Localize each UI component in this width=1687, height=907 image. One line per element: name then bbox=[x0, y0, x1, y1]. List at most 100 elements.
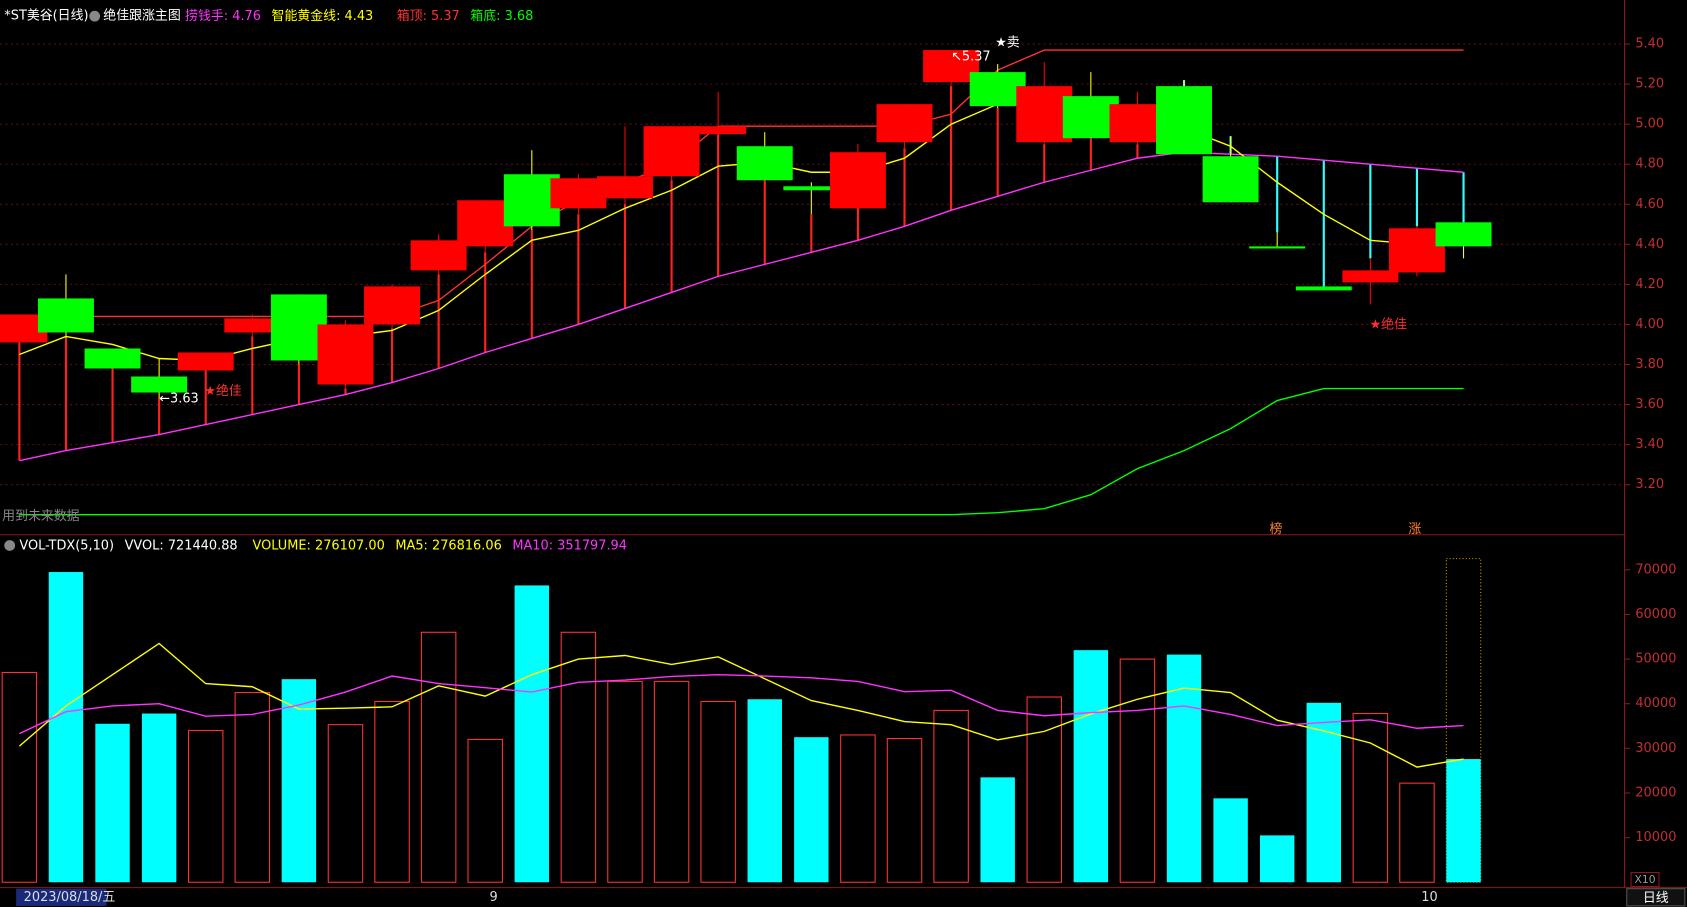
volume-bar bbox=[1119, 658, 1156, 883]
volume-bar bbox=[281, 679, 317, 883]
header-item: VOLUME: 276107.00 bbox=[253, 538, 385, 553]
indicator-line bbox=[19, 387, 1464, 516]
volume-title: VOL-TDX(5,10) bbox=[19, 538, 114, 553]
candle-body bbox=[876, 104, 933, 143]
x-tick-label: 9 bbox=[490, 890, 498, 905]
y-tick-label: 10000 bbox=[1635, 830, 1676, 845]
annotation: 涨 bbox=[1408, 522, 1421, 537]
annotation: ★绝佳 bbox=[1370, 316, 1407, 332]
volume-bar bbox=[234, 692, 271, 883]
y-tick-label: 4.00 bbox=[1635, 317, 1664, 332]
candle-body bbox=[224, 318, 281, 333]
x-tick-label: 2023/08/18/五 bbox=[24, 890, 116, 905]
candle-body bbox=[643, 126, 700, 177]
header-item: 箱顶: 5.37 bbox=[397, 8, 460, 24]
price-header: 捞钱手: 4.76 智能黄金线: 4.43 箱顶: 5.37 箱底: 3.68 bbox=[185, 8, 533, 24]
volume-bar bbox=[1446, 759, 1481, 883]
volume-bar bbox=[980, 777, 1015, 883]
scale-box bbox=[1630, 872, 1660, 888]
y-tick-label: 70000 bbox=[1635, 562, 1676, 577]
candle-body bbox=[177, 352, 234, 371]
volume-bar bbox=[886, 737, 923, 883]
volume-bar bbox=[1073, 650, 1109, 883]
candle-body bbox=[829, 152, 886, 209]
menu-icon[interactable] bbox=[4, 540, 16, 551]
volume-bar bbox=[1026, 696, 1063, 883]
volume-bar bbox=[1259, 835, 1295, 883]
y-tick-label: 60000 bbox=[1635, 607, 1676, 622]
annotation: 用到未来数据 bbox=[2, 509, 80, 524]
candle-body bbox=[1342, 270, 1399, 283]
candle-body bbox=[783, 186, 840, 191]
volume-bar bbox=[141, 713, 177, 883]
y-tick-label: 30000 bbox=[1635, 741, 1676, 756]
volume-bar bbox=[1306, 702, 1341, 883]
candle-body bbox=[1435, 222, 1492, 247]
volume-bar bbox=[747, 699, 782, 883]
y-tick-label: 5.40 bbox=[1635, 37, 1664, 52]
annotation: ←3.63 bbox=[159, 392, 199, 407]
y-tick-label: 4.60 bbox=[1635, 197, 1664, 212]
candle-body bbox=[736, 146, 793, 181]
annotation: 榜 bbox=[1270, 521, 1283, 537]
x-tick-label: 10 bbox=[1421, 890, 1437, 905]
candle-body bbox=[690, 126, 747, 135]
candle-body bbox=[597, 176, 653, 199]
y-tick-label: 5.00 bbox=[1635, 117, 1664, 132]
scale-label: X10 bbox=[1635, 873, 1656, 886]
candle-body bbox=[364, 286, 421, 325]
volume-bar bbox=[514, 585, 550, 883]
volume-bar bbox=[840, 734, 876, 883]
annotation: ↖5.37 bbox=[951, 50, 991, 65]
volume-bar bbox=[653, 680, 690, 883]
volume-bar bbox=[794, 737, 829, 883]
volume-bar bbox=[1, 671, 38, 883]
volume-bar bbox=[1166, 654, 1202, 883]
y-tick-label: 3.20 bbox=[1635, 477, 1664, 492]
volume-ma-line bbox=[18, 642, 1464, 768]
header-item: 智能黄金线: 4.43 bbox=[272, 8, 374, 24]
candle-body bbox=[1202, 156, 1259, 203]
volume-bar bbox=[700, 700, 736, 883]
candle-body bbox=[131, 376, 188, 393]
period-label[interactable]: 日线 bbox=[1643, 891, 1669, 906]
header-item: MA5: 276816.06 bbox=[395, 538, 501, 553]
candle-body bbox=[1156, 86, 1212, 155]
y-tick-label: 40000 bbox=[1635, 696, 1676, 711]
y-tick-label: 4.20 bbox=[1635, 277, 1664, 292]
y-tick-label: 3.60 bbox=[1635, 397, 1664, 412]
volume-bar bbox=[374, 700, 410, 883]
y-tick-label: 4.40 bbox=[1635, 237, 1664, 252]
date-highlight bbox=[16, 888, 107, 906]
candle-body bbox=[84, 348, 141, 369]
candle-body bbox=[317, 324, 374, 385]
volume-header: VOL-TDX(5,10) VVOL: 721440.88 VOLUME: 27… bbox=[19, 538, 627, 553]
volume-ma-line bbox=[19, 673, 1464, 735]
volume-bar bbox=[933, 709, 969, 883]
volume-bar bbox=[1352, 712, 1389, 883]
y-tick-label: 50000 bbox=[1635, 652, 1676, 667]
volume-bar bbox=[327, 724, 364, 883]
period-tab[interactable] bbox=[1626, 888, 1686, 907]
y-tick-label: 4.80 bbox=[1635, 157, 1664, 172]
y-tick-label: 3.80 bbox=[1635, 357, 1664, 372]
annotation: ★卖 bbox=[995, 36, 1020, 51]
menu-icon[interactable] bbox=[89, 10, 101, 22]
volume-bar bbox=[1399, 782, 1435, 883]
y-tick-label: 3.40 bbox=[1635, 437, 1664, 452]
volume-bar bbox=[1213, 798, 1248, 883]
candle-body bbox=[37, 298, 94, 333]
volume-bar bbox=[607, 680, 643, 883]
volume-bar bbox=[95, 723, 130, 883]
y-tick-label: 20000 bbox=[1635, 785, 1676, 800]
volume-bar bbox=[467, 738, 503, 883]
header-item: 箱底: 3.68 bbox=[470, 8, 533, 24]
header-item: 捞钱手: 4.76 bbox=[185, 8, 261, 24]
annotation: ★绝佳 bbox=[204, 383, 241, 399]
candle-body bbox=[1295, 286, 1352, 291]
y-tick-label: 5.20 bbox=[1635, 77, 1664, 92]
volume-bar bbox=[187, 729, 224, 883]
indicator-name: 绝佳跟涨主图 bbox=[103, 8, 180, 24]
volume-bar bbox=[420, 631, 457, 883]
